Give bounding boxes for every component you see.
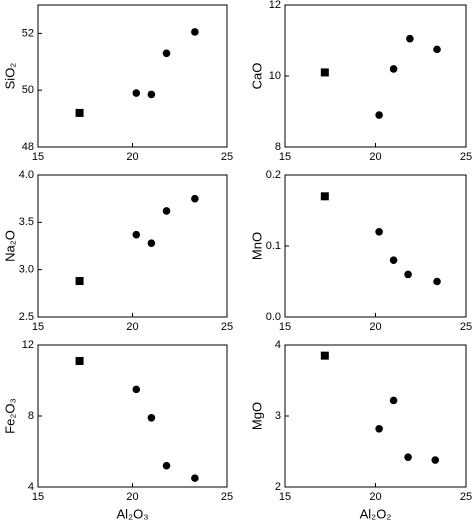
x-tick-label: 20 <box>126 151 138 163</box>
y-tick-label: 0.1 <box>266 240 281 252</box>
y-tick-label: 8 <box>275 141 281 153</box>
x-tick-label: 20 <box>126 321 138 333</box>
x-tick-label: 20 <box>369 491 381 503</box>
square-point <box>320 192 329 201</box>
circle-point <box>404 453 412 461</box>
y-tick-label: 0.2 <box>266 169 281 181</box>
y-tick-label: 8 <box>28 410 34 422</box>
x-tick-label: 15 <box>279 321 291 333</box>
y-tick-label: 4 <box>275 339 281 351</box>
plot-frame <box>37 4 228 148</box>
y-axis-label: MgO <box>249 402 264 430</box>
plot-frame <box>284 344 467 488</box>
circle-point <box>162 207 171 215</box>
circle-point <box>191 194 199 203</box>
circle-point <box>132 230 141 239</box>
y-tick-label: 3.5 <box>19 216 34 228</box>
y-tick-label: 10 <box>269 70 281 82</box>
y-tick-label: 3.0 <box>19 264 34 276</box>
plot-frame <box>284 4 467 148</box>
y-axis-label: Fe₂O₃ <box>2 398 17 434</box>
x-tick-label: 25 <box>221 491 233 503</box>
x-tick-label: 25 <box>221 151 233 163</box>
circle-point <box>433 45 441 54</box>
circle-point <box>132 385 141 394</box>
circle-point <box>191 28 199 36</box>
x-tick-label: 25 <box>460 321 472 333</box>
square-point <box>75 356 84 365</box>
square-point <box>320 351 329 360</box>
circle-point <box>431 456 440 464</box>
x-tick-label: 15 <box>32 151 44 163</box>
y-tick-label: 2.5 <box>19 311 34 323</box>
square-point <box>75 108 84 117</box>
y-axis-label: CaO <box>249 63 264 90</box>
circle-point <box>375 424 383 433</box>
y-tick-label: 4.0 <box>19 169 34 181</box>
x-tick-label: 25 <box>460 491 472 503</box>
x-tick-label: 20 <box>369 151 381 163</box>
y-axis-label: Na₂O <box>2 230 17 262</box>
circle-point <box>162 461 171 470</box>
y-axis-label: SiO₂ <box>2 63 17 90</box>
x-tick-label: 20 <box>126 491 138 503</box>
plot-frame <box>37 174 228 318</box>
x-tick-label: 20 <box>369 321 381 333</box>
circle-point <box>375 111 383 119</box>
y-tick-label: 0.0 <box>266 311 281 323</box>
x-tick-label: 15 <box>279 491 291 503</box>
x-tick-label: 15 <box>279 151 291 163</box>
circle-point <box>147 413 156 422</box>
circle-point <box>389 396 398 405</box>
square-point <box>75 277 84 286</box>
x-axis-label: Al₂O₃ <box>116 506 148 521</box>
plot-frame <box>284 174 467 318</box>
circle-point <box>191 474 199 482</box>
plot-frame <box>37 344 228 488</box>
circle-point <box>147 239 156 247</box>
x-tick-label: 25 <box>460 151 472 163</box>
circle-point <box>147 90 156 99</box>
y-tick-label: 52 <box>22 27 34 39</box>
y-tick-label: 4 <box>28 481 34 493</box>
circle-point <box>406 34 414 43</box>
x-axis-label: Al₂O₂ <box>360 506 392 521</box>
y-tick-label: 12 <box>22 339 34 351</box>
y-axis-label: MnO <box>249 232 264 260</box>
y-tick-label: 48 <box>22 141 34 153</box>
x-tick-label: 15 <box>32 491 44 503</box>
circle-point <box>162 49 171 58</box>
y-tick-label: 2 <box>275 481 281 493</box>
circle-point <box>389 65 398 73</box>
y-tick-label: 50 <box>22 84 34 96</box>
y-tick-label: 12 <box>269 0 281 11</box>
circle-point <box>132 89 141 97</box>
circle-point <box>404 270 412 279</box>
circle-point <box>375 228 383 236</box>
x-tick-label: 15 <box>32 321 44 333</box>
circle-point <box>433 277 441 286</box>
x-tick-label: 25 <box>221 321 233 333</box>
y-tick-label: 3 <box>275 410 281 422</box>
circle-point <box>389 256 398 265</box>
square-point <box>320 68 329 77</box>
